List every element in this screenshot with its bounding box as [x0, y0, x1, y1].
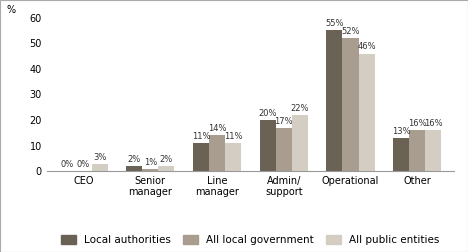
Text: 11%: 11%	[224, 132, 242, 141]
Text: 2%: 2%	[160, 155, 173, 164]
Bar	[358, 53, 374, 171]
Text: 2%: 2%	[128, 155, 141, 164]
Bar	[327, 30, 343, 171]
Bar	[158, 166, 174, 171]
Bar	[193, 143, 209, 171]
Text: 16%: 16%	[424, 119, 443, 128]
Bar	[292, 115, 308, 171]
Text: 11%: 11%	[192, 132, 210, 141]
Legend: Local authorities, All local government, All public entities: Local authorities, All local government,…	[61, 235, 440, 245]
Bar	[343, 38, 358, 171]
Text: 1%: 1%	[144, 158, 157, 167]
Text: 22%: 22%	[291, 104, 309, 113]
Bar	[92, 164, 108, 171]
Text: 52%: 52%	[341, 27, 360, 36]
Text: 3%: 3%	[93, 153, 106, 162]
Text: 55%: 55%	[325, 19, 344, 28]
Bar	[209, 136, 225, 171]
Text: %: %	[6, 5, 15, 15]
Bar	[260, 120, 276, 171]
Bar	[276, 128, 292, 171]
Bar	[126, 166, 142, 171]
Text: 0%: 0%	[61, 160, 74, 169]
Text: 46%: 46%	[357, 42, 376, 51]
Bar	[142, 169, 158, 171]
Text: 0%: 0%	[77, 160, 90, 169]
Text: 17%: 17%	[274, 117, 293, 126]
Bar	[393, 138, 409, 171]
Text: 20%: 20%	[258, 109, 277, 118]
Bar	[425, 130, 441, 171]
Text: 14%: 14%	[208, 124, 226, 134]
Text: 13%: 13%	[392, 127, 410, 136]
Bar	[225, 143, 241, 171]
Bar	[409, 130, 425, 171]
Text: 16%: 16%	[408, 119, 426, 128]
